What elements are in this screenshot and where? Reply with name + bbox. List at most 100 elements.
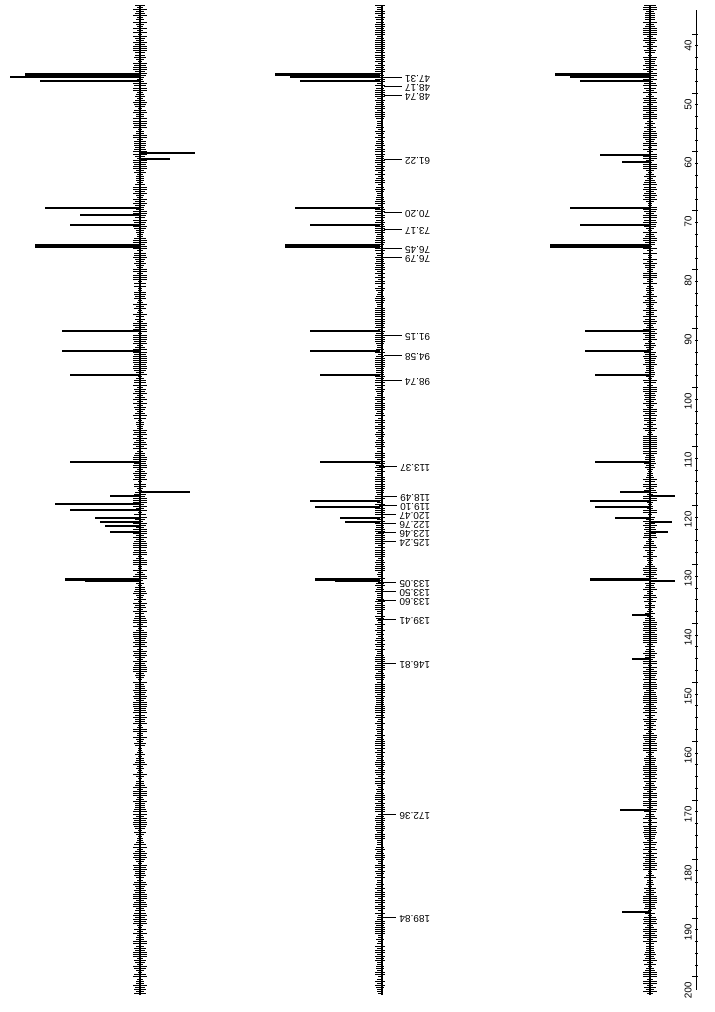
axis-tick-minor: [695, 281, 698, 282]
axis-tick-label: 180: [684, 864, 695, 894]
axis-tick-label: 110: [684, 452, 695, 482]
spectrum-peak: [35, 244, 140, 248]
axis-tick-minor: [695, 658, 698, 659]
spectrum-peak: [345, 521, 380, 523]
axis-tick-major: [692, 505, 698, 506]
spectrum-peak: [320, 374, 380, 376]
spectrum-peak: [595, 461, 650, 463]
axis-tick-minor: [695, 729, 698, 730]
spectrum-peak: [310, 224, 380, 226]
spectrum-peak: [55, 503, 140, 505]
axis-tick-label: 140: [684, 628, 695, 658]
spectrum-peak: [62, 330, 140, 332]
spectrum-peak: [622, 911, 650, 913]
axis-tick-major: [692, 446, 698, 447]
axis-tick-minor: [695, 646, 698, 647]
axis-tick-minor: [695, 529, 698, 530]
spectrum-peak: [570, 76, 650, 78]
spectrum-peak: [310, 500, 380, 502]
peak-ppm-label: 91.15: [384, 330, 430, 341]
axis-tick-major: [692, 564, 698, 565]
spectrum-peak: [140, 152, 195, 154]
axis-tick-major: [692, 918, 698, 919]
axis-tick-label: 130: [684, 569, 695, 599]
spectrum-peak: [110, 531, 140, 533]
spectrum-peak: [615, 517, 650, 519]
axis-tick-minor: [695, 811, 698, 812]
axis-tick-minor: [695, 788, 698, 789]
peak-ppm-label: 133.60: [378, 595, 430, 606]
axis-tick-label: 190: [684, 923, 695, 953]
axis-tick-label: 160: [684, 746, 695, 776]
spectrum-peak: [80, 214, 140, 216]
axis-tick-minor: [695, 246, 698, 247]
axis-tick-minor: [695, 599, 698, 600]
axis-tick-minor: [695, 588, 698, 589]
spectrum-peak: [620, 809, 650, 811]
axis-tick-major: [692, 34, 698, 35]
axis-tick-minor: [695, 45, 698, 46]
axis-tick-minor: [695, 364, 698, 365]
axis-tick-minor: [695, 458, 698, 459]
axis-tick-label: 50: [684, 98, 695, 128]
axis-tick-minor: [695, 823, 698, 824]
axis-tick-minor: [695, 81, 698, 82]
peak-ppm-label: 172.36: [378, 809, 430, 820]
axis-tick-minor: [695, 753, 698, 754]
spectrum-peak: [295, 207, 380, 209]
spectrum-peak: [62, 350, 140, 352]
axis-tick-minor: [695, 894, 698, 895]
spectrum-peak: [70, 461, 140, 463]
axis-tick-major: [692, 859, 698, 860]
axis-tick-minor: [695, 234, 698, 235]
spectrum-peak: [85, 580, 140, 582]
axis-tick-minor: [695, 57, 698, 58]
spectrum-peak: [40, 80, 140, 82]
axis-tick-minor: [695, 434, 698, 435]
axis-tick-minor: [695, 481, 698, 482]
peak-labels-column: 47.3148.1748.7461.2270.2073.1776.4576.79…: [430, 5, 570, 995]
spectrum-peak: [100, 521, 140, 523]
axis-tick-label: 100: [684, 393, 695, 423]
spectrum-peak: [285, 244, 380, 248]
axis-tick-minor: [695, 835, 698, 836]
spectrum-peak: [570, 207, 650, 209]
axis-tick-minor: [695, 882, 698, 883]
axis-tick-label: 90: [684, 334, 695, 364]
axis-tick-major: [692, 151, 698, 152]
spectrum-peak: [590, 578, 650, 581]
axis-tick-minor: [695, 128, 698, 129]
peak-ppm-label: 61.22: [384, 154, 430, 165]
spectrum-peak: [632, 658, 650, 660]
axis-tick-minor: [695, 69, 698, 70]
spectrum-peak: [580, 224, 650, 226]
peak-ppm-label: 76.79: [384, 252, 430, 263]
axis-tick-minor: [695, 470, 698, 471]
axis-tick-major: [692, 210, 698, 211]
spectrum-peak: [45, 207, 140, 209]
axis-tick-minor: [695, 517, 698, 518]
spectrum-peak: [300, 80, 380, 82]
peak-ppm-label: 146.81: [378, 658, 430, 669]
axis-tick-major: [692, 800, 698, 801]
peak-ppm-label: 70.20: [384, 207, 430, 218]
spectrum-peak: [70, 224, 140, 226]
ppm-axis: 4050607080901001101201301401501601701801…: [657, 10, 697, 990]
axis-tick-minor: [695, 352, 698, 353]
axis-tick-minor: [695, 929, 698, 930]
spectrum-peak: [595, 506, 650, 508]
peak-ppm-label: 73.17: [384, 224, 430, 235]
spectrum-peak: [590, 500, 650, 502]
axis-line: [696, 10, 697, 990]
axis-tick-label: 170: [684, 805, 695, 835]
peak-ppm-label: 98.74: [384, 375, 430, 386]
peak-ppm-label: 113.37: [379, 461, 430, 472]
axis-tick-minor: [695, 941, 698, 942]
axis-tick-minor: [695, 258, 698, 259]
axis-tick-label: 80: [684, 275, 695, 305]
spectrum-peak: [632, 614, 650, 616]
axis-tick-minor: [695, 776, 698, 777]
axis-tick-minor: [695, 552, 698, 553]
axis-tick-major: [692, 623, 698, 624]
spectrum-peak: [310, 330, 380, 332]
